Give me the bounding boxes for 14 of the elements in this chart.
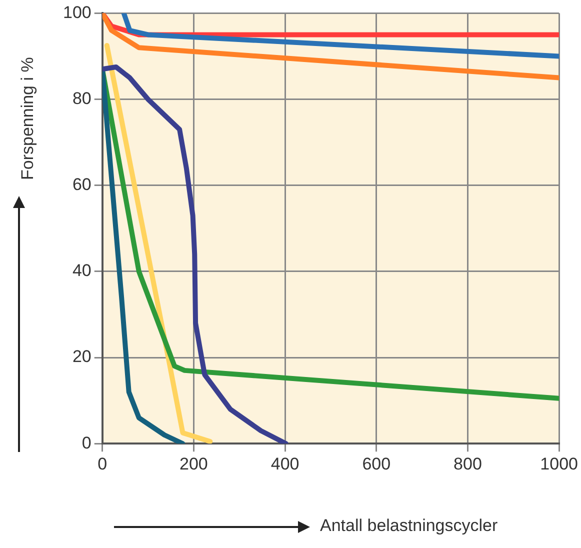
y-tick-label: 80 [72,88,92,108]
y-tick-label: 40 [72,261,92,280]
x-tick-label: 600 [362,454,391,474]
y-tick-label: 100 [62,2,92,22]
y-tick-label: 0 [82,433,92,452]
x-tick-label: 1000 [540,454,578,474]
y-axis-title: Forspenning i % [18,57,38,180]
y-tick-label: 60 [72,175,92,194]
x-tick-label: 800 [454,454,482,474]
x-tick-label: 200 [180,454,208,474]
y-tick-label: 20 [72,347,92,366]
x-axis-title: Antall belastningscycler [320,516,498,536]
x-tick-label: 0 [98,454,108,474]
x-tick-label: 400 [270,454,300,474]
